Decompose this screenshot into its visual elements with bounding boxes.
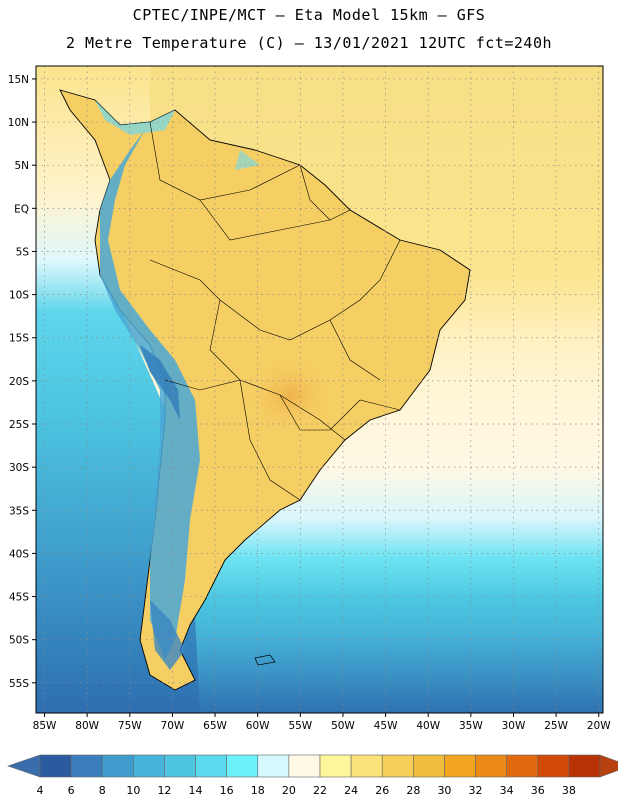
lon-label: 60W [246,720,270,732]
lon-label: 75W [118,720,142,732]
lat-label: 45S [9,592,29,604]
lat-label: 35S [9,505,29,517]
legend-swatch [413,754,445,778]
lat-label: 55S [9,678,29,690]
legend-label: 26 [375,784,389,797]
legend-label: 24 [344,784,358,797]
lon-label: 25W [544,720,568,732]
legend-above-arrow [599,754,618,778]
map-title-line-1: CPTEC/INPE/MCT – Eta Model 15km – GFS [132,6,486,24]
map-title-line-2: 2 Metre Temperature (C) – 13/01/2021 12U… [65,34,553,52]
lon-label: 80W [75,720,99,732]
legend-swatch [39,754,72,778]
legend-below-arrow [7,754,41,778]
lat-label: 15N [8,74,29,86]
legend-label: 10 [126,784,140,797]
lat-label: 30S [9,462,29,474]
lat-label: 15S [9,333,29,345]
lat-label: 5N [14,160,29,172]
legend-label: 32 [469,784,483,797]
legend-label: 22 [313,784,327,797]
legend-swatch [506,754,539,778]
lat-label: 50S [9,635,29,647]
legend-swatch [101,754,134,778]
lat-label: 10S [9,290,29,302]
legend-swatch [475,754,507,778]
legend-swatch [350,754,383,778]
lon-label: 85W [33,720,57,732]
lat-label: 10N [8,117,29,129]
color-scale-legend: 4 6 8 10 12 14 16 18 20 22 24 26 28 30 32 34 36 38 [7,754,618,797]
lon-label: 65W [203,720,227,732]
legend-label: 16 [220,784,234,797]
lon-label: 55W [288,720,312,732]
lon-label: 35W [459,720,483,732]
legend-label: 12 [157,784,171,797]
lat-label: 40S [9,548,29,560]
legend-swatch [537,754,570,778]
lat-label: 5S [16,246,30,258]
legend-label: 38 [562,784,576,797]
legend-label: 18 [251,784,265,797]
lon-label: 50W [331,720,355,732]
legend-label: 8 [99,784,106,797]
legend-swatch [195,754,227,778]
legend-swatch [164,754,196,778]
legend-swatch [133,754,165,778]
lon-label: 40W [416,720,440,732]
lat-label: 25S [9,419,29,431]
legend-label: 6 [68,784,75,797]
lon-label: 20W [587,720,611,732]
legend-swatch [568,754,601,778]
lon-label: 70W [161,720,185,732]
legend-label: 36 [531,784,545,797]
legend-label: 30 [437,784,451,797]
legend-swatch [319,754,352,778]
legend-swatch [381,754,414,778]
legend-label: 4 [37,784,44,797]
legend-swatch [288,754,321,778]
legend-swatch [226,754,259,778]
legend-label: 20 [282,784,296,797]
legend-swatch [444,754,476,778]
lat-label: 20S [9,376,29,388]
legend-label: 14 [189,784,203,797]
legend-label: 28 [406,784,420,797]
lon-label: 45W [374,720,398,732]
legend-swatch [70,754,103,778]
legend-swatch [257,754,290,778]
legend-label: 34 [500,784,514,797]
lon-label: 30W [502,720,526,732]
lat-label: EQ [14,203,29,215]
